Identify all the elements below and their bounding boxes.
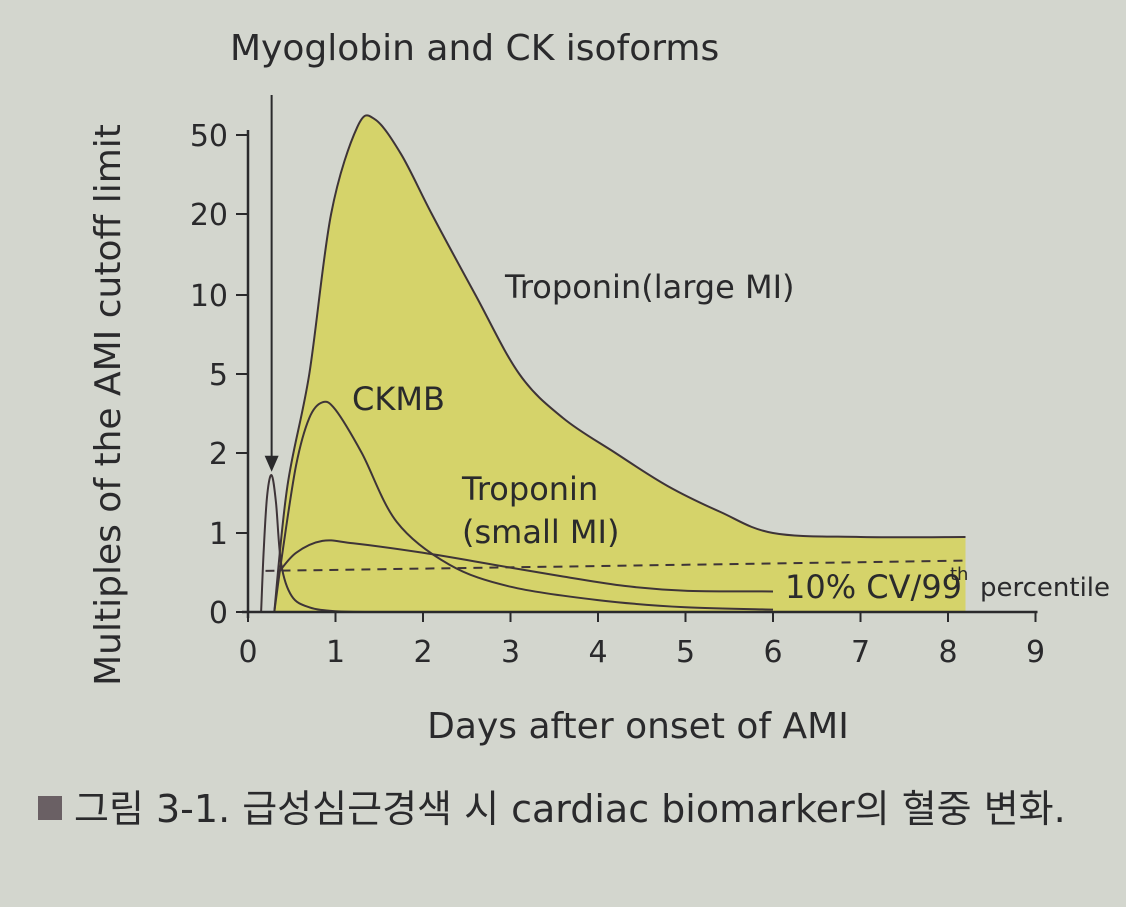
annotation-small-mi: (small MI) [462, 513, 619, 551]
annotation-ckmb: CKMB [352, 380, 445, 418]
series-line-10-cv-99th-percentile [265, 559, 966, 572]
x-tick-label: 5 [676, 635, 695, 670]
annotation-troponin-large-mi: Troponin(large MI) [504, 268, 795, 306]
axes [236, 130, 1038, 622]
x-axis-label: Days after onset of AMI [427, 706, 849, 747]
series-area-troponin-large-mi [274, 115, 966, 612]
plot-area-fills [274, 115, 966, 612]
annotation-percentile: percentile [980, 573, 1110, 603]
y-tick-label: 0 [209, 596, 228, 631]
figure-caption: 그림 3-1. 급성심근경색 시 cardiac biomarker의 혈중 변… [38, 782, 1098, 836]
plot-lines [260, 114, 966, 613]
x-tick-label: 0 [238, 635, 257, 670]
x-tick-label: 1 [326, 635, 345, 670]
y-tick-label: 2 [209, 437, 228, 472]
chart: 0 1 2 3 4 5 6 7 8 9 0 1 2 5 10 20 50 Troponin(large MI) C… [88, 28, 1110, 747]
annotation-10-cv-99: 10% CV/99 [785, 568, 962, 606]
x-tick-label: 8 [938, 635, 957, 670]
x-tick-label: 7 [851, 635, 870, 670]
caption-square-icon [38, 796, 62, 820]
y-tick-label: 20 [190, 198, 228, 233]
x-tick-label: 6 [763, 635, 782, 670]
y-tick-label: 1 [209, 517, 228, 552]
series-line-ckmb [273, 400, 774, 613]
series-line-myoglobin-and-ck-isoforms-curve [260, 474, 380, 613]
y-tick-label: 5 [209, 358, 228, 393]
y-tick-label: 50 [190, 119, 228, 154]
x-tick-label: 2 [413, 635, 432, 670]
y-tick-label: 10 [190, 279, 228, 314]
x-tick-label: 3 [501, 635, 520, 670]
annotation-th: th [950, 564, 968, 585]
series-line-troponin-small-mi [277, 539, 774, 593]
chart-title: Myoglobin and CK isoforms [230, 28, 719, 69]
y-axis-label: Multiples of the AMI cutoff limit [88, 124, 129, 686]
annotation-troponin: Troponin [461, 470, 598, 508]
x-tick-label: 4 [588, 635, 607, 670]
tick-labels: 0 1 2 3 4 5 6 7 8 9 0 1 2 5 10 20 50 [190, 119, 1045, 670]
caption-text: 그림 3-1. 급성심근경색 시 cardiac biomarker의 혈중 변… [74, 787, 1066, 831]
series-line-troponin-large-mi [273, 114, 966, 613]
annotations: Troponin(large MI) CKMB Troponin (small MI)… [264, 95, 1110, 606]
arrow-head-icon [264, 455, 279, 472]
x-tick-label: 9 [1026, 635, 1045, 670]
